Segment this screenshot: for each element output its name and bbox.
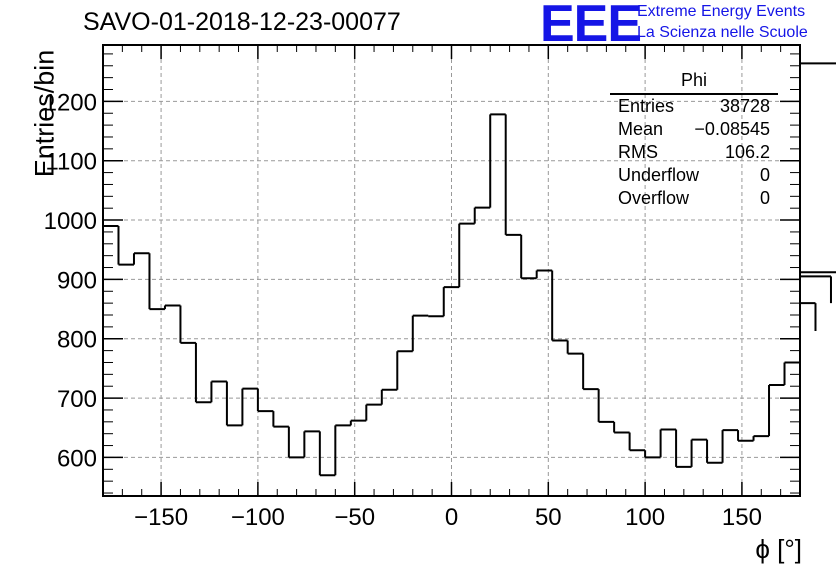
histogram-bin	[411, 314, 429, 352]
run-title: SAVO-01-2018-12-23-00077	[83, 8, 401, 36]
stats-value: 106.2	[724, 142, 770, 162]
x-tick-label: 100	[625, 504, 665, 531]
histogram-bin	[194, 342, 212, 404]
eee-logo-letters: EEE	[540, 0, 642, 53]
histogram-bin	[442, 286, 460, 317]
tick-labels: −150 −100 −50 0 50 100 150 600 700 800 900 1000 1100…	[44, 89, 762, 531]
histogram-bin	[210, 380, 227, 403]
stats-title: Phi	[610, 70, 778, 95]
histogram-bin	[690, 438, 708, 467]
histogram-bin	[458, 222, 475, 288]
histogram-bin	[334, 424, 351, 476]
histogram-bin	[644, 450, 661, 459]
histogram-bin	[179, 305, 196, 344]
y-tick-label: 600	[57, 445, 97, 472]
histogram-bin	[737, 430, 754, 442]
x-tick-label: 50	[535, 504, 562, 531]
histogram-bin	[535, 269, 553, 279]
x-tick-label: −150	[134, 504, 188, 531]
histogram-bin	[303, 430, 320, 458]
stats-box: Phi Entries 38728 Mean −0.08545 RMS 106.…	[610, 70, 778, 210]
y-tick-label: 1000	[44, 208, 97, 235]
x-tick-label: −100	[231, 504, 285, 531]
histogram-bin	[800, 302, 817, 332]
stats-value: 38728	[719, 96, 770, 116]
histogram-bin	[800, 62, 836, 65]
histogram-bin	[287, 426, 305, 459]
histogram-bin	[132, 252, 150, 265]
histogram-bin	[800, 271, 836, 274]
histogram-bin	[566, 340, 584, 355]
stats-row-mean: Mean −0.08545	[610, 118, 778, 141]
stats-label: Underflow	[618, 165, 700, 185]
x-tick-label: 150	[722, 504, 762, 531]
stats-value: 0	[759, 165, 770, 185]
stats-label: Overflow	[618, 188, 690, 208]
histogram-bin	[675, 429, 692, 468]
stats-row-underflow: Underflow 0	[610, 164, 778, 187]
histogram-bin	[800, 275, 832, 304]
histogram-bin	[225, 381, 243, 427]
stats-label: Mean	[618, 119, 664, 139]
y-tick-label: 1100	[45, 149, 97, 176]
y-axis-label: Entries/bin	[29, 49, 60, 178]
histogram-bin	[768, 384, 785, 437]
histogram-bin	[148, 253, 165, 311]
x-tick-label: 0	[445, 504, 458, 531]
histogram-bin	[427, 315, 444, 318]
logo-tagline-1: Extreme Energy Events	[637, 3, 806, 20]
histogram-bin	[628, 432, 646, 452]
stats-row-overflow: Overflow 0	[610, 187, 778, 210]
histogram-bin	[551, 270, 568, 342]
y-tick-label: 1200	[44, 89, 97, 116]
axis-ticks	[102, 45, 801, 496]
histogram-bin	[256, 388, 274, 413]
y-tick-label: 900	[57, 267, 97, 294]
histogram-bin	[504, 114, 522, 236]
x-axis-label: ϕ [°]	[755, 534, 802, 564]
histogram-bin	[706, 439, 723, 464]
histogram-bin	[659, 428, 677, 458]
stats-value: 0	[759, 188, 770, 208]
histogram-bin	[783, 361, 800, 386]
stats-label: Entries	[618, 96, 675, 116]
histogram-bin	[582, 353, 599, 391]
stats-row-rms: RMS 106.2	[610, 141, 778, 164]
histogram-bin	[349, 419, 367, 426]
histogram-bin	[365, 403, 382, 421]
histogram-bin	[163, 304, 181, 310]
y-tick-label: 800	[57, 327, 97, 354]
histogram-bin	[117, 225, 134, 266]
histogram-bin	[721, 429, 739, 463]
y-tick-label: 700	[57, 386, 97, 413]
histogram-bin	[473, 206, 491, 224]
histogram-bin	[272, 411, 289, 428]
x-tick-label: −50	[334, 504, 375, 531]
histogram-bin	[613, 421, 630, 434]
histogram-bin	[396, 350, 413, 390]
histogram-bin	[241, 387, 258, 426]
stats-value: −0.08545	[694, 119, 770, 139]
histogram-bin	[380, 388, 398, 405]
histogram-bins	[103, 62, 836, 477]
histogram-bin	[752, 435, 770, 441]
histogram-bin	[489, 113, 506, 208]
stats-row-entries: Entries 38728	[610, 95, 778, 118]
histogram-bin	[597, 389, 615, 423]
stats-label: RMS	[618, 142, 658, 162]
histogram-bin	[318, 431, 336, 477]
histogram-bin	[520, 234, 537, 280]
logo-tagline-2: La Scienza nelle Scuole	[637, 24, 808, 41]
